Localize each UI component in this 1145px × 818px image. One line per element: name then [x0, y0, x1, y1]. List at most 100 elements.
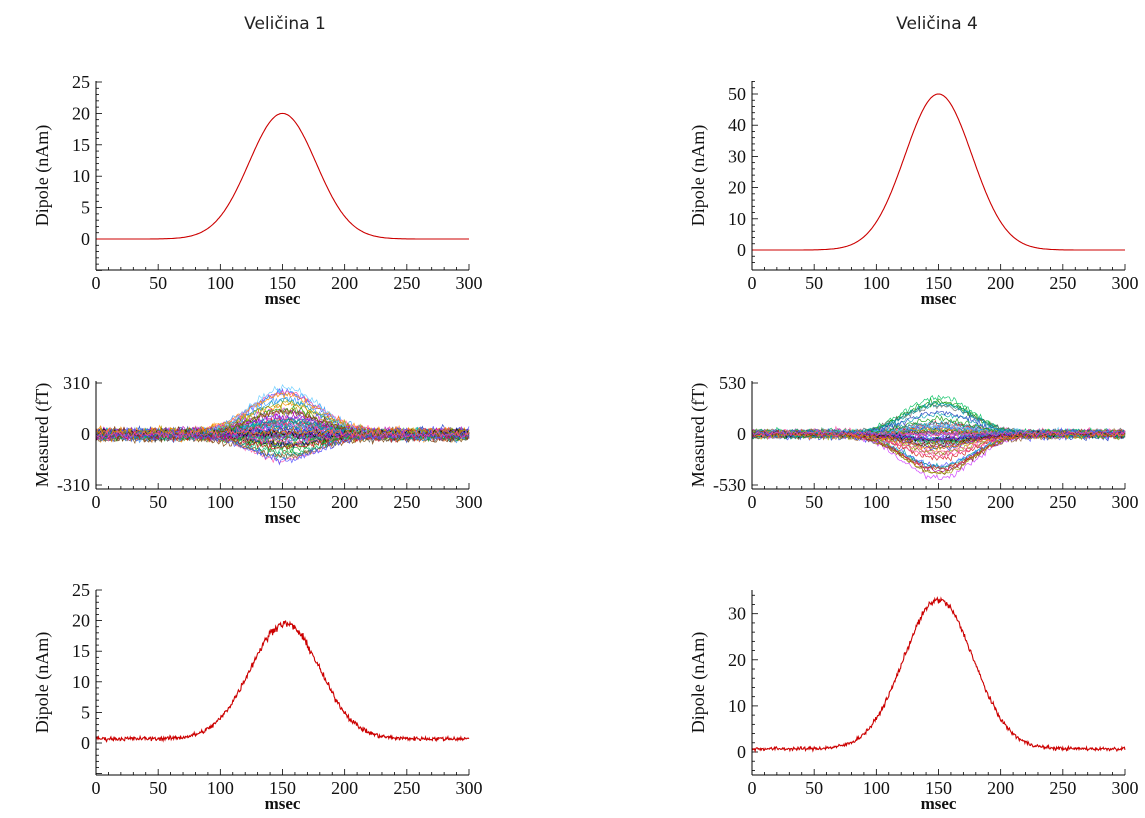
- y-tick-label: 30: [728, 604, 746, 624]
- y-tick-label: 10: [728, 209, 746, 229]
- x-tick-label: 50: [149, 492, 167, 512]
- plot-area: [752, 394, 1126, 481]
- x-tick-label: 200: [987, 492, 1014, 512]
- x-tick-label: 200: [987, 778, 1014, 798]
- series-line-0: [752, 93, 1125, 251]
- y-axis-label: Dipole (nAm): [688, 632, 709, 733]
- chart-c4-dipole: 0 50 100 150 200 250 300 0 10 20 30 40 50 msec Dipole …: [688, 81, 1139, 308]
- y-tick-label: -530: [713, 475, 746, 495]
- x-tick-label: 50: [805, 273, 823, 293]
- plot-area: [96, 112, 469, 240]
- y-tick-label: 40: [728, 115, 746, 135]
- x-tick-label: 150: [269, 778, 296, 798]
- channel-line-60: [752, 430, 1126, 452]
- series-line-0: [752, 596, 1126, 754]
- x-tick-label: 150: [925, 492, 952, 512]
- y-tick-label: 0: [737, 742, 746, 762]
- x-tick-label: 100: [207, 778, 234, 798]
- x-tick-label: 250: [1049, 492, 1076, 512]
- x-tick-label: 100: [207, 273, 234, 293]
- y-tick-label: 310: [63, 373, 90, 393]
- y-tick-label: 20: [728, 178, 746, 198]
- y-axis-label: Dipole (nAm): [32, 632, 53, 733]
- y-axis-label: Dipole (nAm): [32, 125, 53, 226]
- x-tick-label: 100: [863, 273, 890, 293]
- y-tick-label: 530: [719, 373, 746, 393]
- channel-line-63: [96, 420, 470, 440]
- channel-line-59: [96, 429, 470, 442]
- y-tick-label: 10: [72, 166, 90, 186]
- y-axis-label: Dipole (nAm): [688, 125, 709, 226]
- column-title-4: Veličina 4: [896, 14, 978, 34]
- column-title-1: Veličina 1: [244, 14, 326, 34]
- chart-c4-estimated: 0 50 100 150 200 250 300 0 10 20 30 msec Dipole (nAm…: [688, 590, 1139, 813]
- y-tick-label: 0: [81, 733, 90, 753]
- plot-area: [96, 620, 470, 743]
- chart-c1-estimated: 0 50 100 150 200 250 300 0 5 10 15 20 25 msec Dipole (…: [32, 580, 483, 813]
- x-tick-label: 250: [1049, 273, 1076, 293]
- y-tick-label: 10: [72, 672, 90, 692]
- series-line-0: [96, 620, 470, 743]
- y-tick-label: 15: [72, 641, 90, 661]
- y-tick-label: 25: [72, 580, 90, 600]
- y-tick-label: 0: [81, 424, 90, 444]
- x-axis-label: msec: [265, 794, 301, 813]
- x-tick-label: 50: [149, 778, 167, 798]
- x-tick-label: 300: [1112, 778, 1139, 798]
- y-tick-label: 5: [81, 198, 90, 218]
- x-tick-label: 200: [331, 273, 358, 293]
- channel-line-55: [96, 431, 470, 450]
- y-tick-label: 0: [737, 424, 746, 444]
- x-tick-label: 100: [207, 492, 234, 512]
- x-tick-label: 0: [92, 273, 101, 293]
- x-axis-label: msec: [265, 289, 301, 308]
- x-tick-label: 200: [331, 492, 358, 512]
- x-tick-label: 250: [393, 492, 420, 512]
- channel-line-63: [752, 429, 1126, 438]
- x-tick-label: 50: [149, 273, 167, 293]
- x-tick-label: 0: [748, 778, 757, 798]
- series-line-0: [96, 112, 469, 240]
- x-tick-label: 100: [863, 492, 890, 512]
- y-axis-label: Measured (fT): [688, 383, 709, 487]
- x-tick-label: 200: [987, 273, 1014, 293]
- y-axis-label: Measured (fT): [32, 383, 53, 487]
- x-tick-label: 300: [456, 778, 483, 798]
- y-tick-label: 20: [72, 611, 90, 631]
- plot-area: [752, 93, 1125, 251]
- x-tick-label: 0: [92, 492, 101, 512]
- y-tick-label: 20: [728, 650, 746, 670]
- x-tick-label: 0: [748, 492, 757, 512]
- x-tick-label: 300: [456, 492, 483, 512]
- x-tick-label: 100: [863, 778, 890, 798]
- x-tick-label: 0: [92, 778, 101, 798]
- x-tick-label: 150: [269, 492, 296, 512]
- x-tick-label: 150: [925, 778, 952, 798]
- x-tick-label: 50: [805, 492, 823, 512]
- y-tick-label: -310: [57, 475, 90, 495]
- y-tick-label: 0: [81, 229, 90, 249]
- plot-area: [752, 596, 1126, 754]
- y-tick-label: 25: [72, 72, 90, 92]
- x-axis-label: msec: [921, 289, 957, 308]
- x-tick-label: 250: [393, 778, 420, 798]
- y-tick-label: 20: [72, 103, 90, 123]
- y-tick-label: 10: [728, 696, 746, 716]
- channel-line-56: [96, 404, 470, 443]
- x-axis-label: msec: [921, 794, 957, 813]
- plot-area: [96, 383, 470, 466]
- y-tick-label: 30: [728, 146, 746, 166]
- x-tick-label: 300: [1112, 273, 1139, 293]
- x-tick-label: 0: [748, 273, 757, 293]
- chart-c1-dipole: 0 50 100 150 200 250 300 0 5 10 15 20 25 msec Dipole (…: [32, 72, 483, 308]
- x-tick-label: 250: [393, 273, 420, 293]
- x-tick-label: 150: [925, 273, 952, 293]
- x-axis-label: msec: [265, 508, 301, 527]
- x-axis-label: msec: [921, 508, 957, 527]
- channel-line-60: [96, 426, 470, 438]
- y-tick-label: 5: [81, 702, 90, 722]
- x-tick-label: 300: [1112, 492, 1139, 512]
- x-tick-label: 300: [456, 273, 483, 293]
